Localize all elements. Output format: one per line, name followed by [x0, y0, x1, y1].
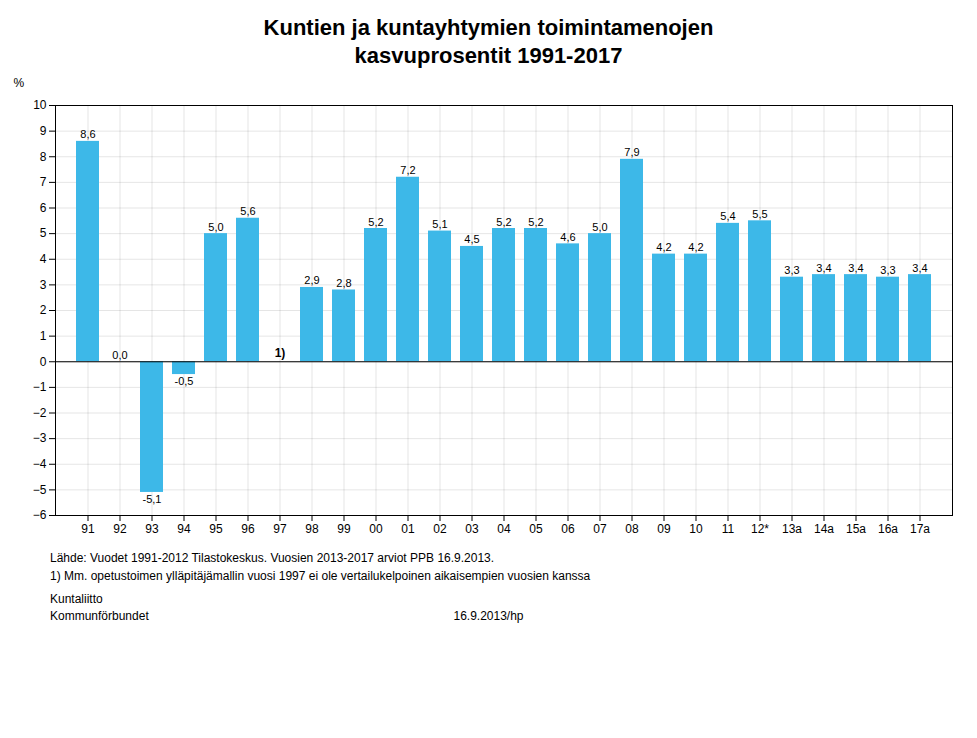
svg-text:0,0: 0,0: [112, 349, 127, 361]
svg-text:94: 94: [177, 522, 191, 536]
svg-text:3,4: 3,4: [912, 262, 927, 274]
svg-text:−3: −3: [33, 431, 47, 445]
svg-text:5: 5: [40, 226, 47, 240]
svg-text:07: 07: [593, 522, 607, 536]
svg-text:−1: −1: [33, 380, 47, 394]
svg-text:12*: 12*: [751, 522, 769, 536]
svg-text:−2: −2: [33, 406, 47, 420]
svg-text:4: 4: [40, 252, 47, 266]
svg-text:9: 9: [40, 124, 47, 138]
svg-text:06: 06: [561, 522, 575, 536]
svg-text:8,6: 8,6: [80, 128, 95, 140]
svg-text:4,5: 4,5: [464, 233, 479, 245]
svg-text:−4: −4: [33, 457, 47, 471]
svg-text:00: 00: [369, 522, 383, 536]
svg-text:6: 6: [40, 201, 47, 215]
svg-text:01: 01: [401, 522, 415, 536]
svg-text:−6: −6: [33, 508, 47, 522]
html-text:16.9.2013/hp: 16.9.2013/hp: [453, 609, 524, 623]
svg-text:5,0: 5,0: [592, 221, 607, 233]
svg-text:-0,5: -0,5: [175, 375, 194, 387]
svg-text:95: 95: [209, 522, 223, 536]
svg-text:5,2: 5,2: [496, 216, 511, 228]
svg-text:96: 96: [241, 522, 255, 536]
svg-text:13a: 13a: [782, 522, 802, 536]
svg-text:08: 08: [625, 522, 639, 536]
svg-text:7,2: 7,2: [400, 164, 415, 176]
svg-text:91: 91: [81, 522, 95, 536]
svg-text:-5,1: -5,1: [143, 493, 162, 505]
svg-text:09: 09: [657, 522, 671, 536]
svg-text:10: 10: [689, 522, 703, 536]
svg-text:3,4: 3,4: [816, 262, 831, 274]
svg-text:0: 0: [40, 355, 47, 369]
svg-text:98: 98: [305, 522, 319, 536]
svg-text:2: 2: [40, 303, 47, 317]
svg-text:5,2: 5,2: [368, 216, 383, 228]
svg-text:5,0: 5,0: [208, 221, 223, 233]
svg-text:5,6: 5,6: [240, 205, 255, 217]
svg-text:04: 04: [497, 522, 511, 536]
svg-text:8: 8: [40, 150, 47, 164]
svg-text:2,9: 2,9: [304, 274, 319, 286]
svg-text:16a: 16a: [878, 522, 898, 536]
svg-text:5,2: 5,2: [528, 216, 543, 228]
html-text:Kuntien ja kuntayhtymien toimi: Kuntien ja kuntayhtymien toimintamenojen…: [263, 15, 714, 68]
svg-text:4,2: 4,2: [656, 241, 671, 253]
svg-text:7: 7: [40, 175, 47, 189]
svg-text:17a: 17a: [910, 522, 930, 536]
svg-text:93: 93: [145, 522, 159, 536]
svg-text:4,2: 4,2: [688, 241, 703, 253]
svg-text:99: 99: [337, 522, 351, 536]
html-text:Kuntaliitto Kommunförbundet: Kuntaliitto Kommunförbundet: [50, 592, 149, 623]
svg-text:05: 05: [529, 522, 543, 536]
svg-text:10: 10: [33, 98, 47, 112]
svg-text:5,1: 5,1: [432, 218, 447, 230]
svg-text:14a: 14a: [814, 522, 834, 536]
svg-text:%: %: [14, 76, 25, 90]
svg-text:03: 03: [465, 522, 479, 536]
svg-text:97: 97: [273, 522, 287, 536]
svg-text:5,4: 5,4: [720, 210, 735, 222]
svg-text:5,5: 5,5: [752, 208, 767, 220]
svg-text:15a: 15a: [846, 522, 866, 536]
svg-text:2,8: 2,8: [336, 277, 351, 289]
svg-text:02: 02: [433, 522, 447, 536]
svg-text:1): 1): [275, 346, 286, 360]
svg-text:3,4: 3,4: [848, 262, 863, 274]
svg-text:−5: −5: [33, 483, 47, 497]
svg-text:3: 3: [40, 278, 47, 292]
svg-text:11: 11: [722, 522, 735, 536]
svg-text:7,9: 7,9: [624, 146, 639, 158]
svg-text:4,6: 4,6: [560, 231, 575, 243]
svg-text:1: 1: [40, 329, 47, 343]
svg-text:3,3: 3,3: [784, 264, 799, 276]
html-text:Lähde: Vuodet 1991-2012 Tilast: Lähde: Vuodet 1991-2012 Tilastokeskus. V…: [50, 551, 495, 565]
svg-text:3,3: 3,3: [880, 264, 895, 276]
html-text:1) Mm. opetustoimen ylläpitäjä: 1) Mm. opetustoimen ylläpitäjämallin vuo…: [50, 569, 591, 583]
svg-text:92: 92: [113, 522, 127, 536]
